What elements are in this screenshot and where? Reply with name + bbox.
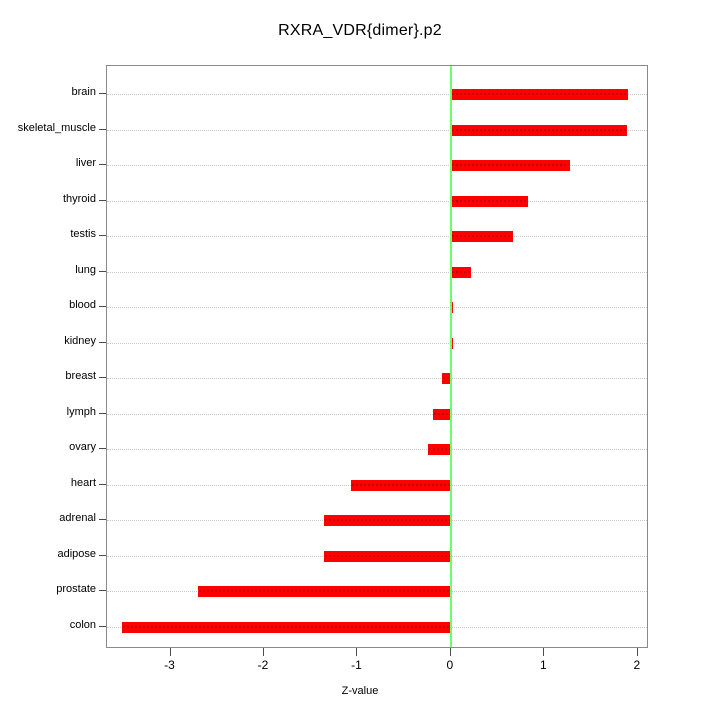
y-tick	[99, 128, 106, 130]
y-axis-label-adipose: adipose	[57, 547, 96, 560]
gridline	[107, 236, 647, 237]
y-tick	[99, 93, 106, 94]
y-axis-label-lymph: lymph	[66, 405, 96, 418]
bar-lymph[interactable]	[433, 408, 451, 420]
y-tick	[99, 199, 106, 201]
x-tick	[169, 648, 171, 656]
gridline	[107, 342, 647, 344]
gridline	[107, 449, 647, 450]
y-tick	[99, 377, 106, 378]
y-tick	[99, 625, 106, 627]
y-tick	[99, 412, 106, 414]
y-tick	[99, 448, 106, 449]
bar-kidney[interactable]	[450, 337, 453, 349]
plot-area	[106, 65, 648, 648]
gridline	[107, 129, 647, 131]
y-tick	[99, 235, 106, 236]
bar-adipose[interactable]	[323, 550, 451, 562]
y-tick	[99, 270, 106, 272]
gridline	[107, 165, 647, 166]
x-axis-tick-label: 0	[446, 658, 454, 672]
bar-lung[interactable]	[450, 266, 472, 278]
x-tick	[356, 648, 358, 656]
y-axis-label-blood: blood	[69, 299, 96, 311]
y-axis-label-prostate: prostate	[56, 583, 96, 595]
bar-blood[interactable]	[450, 302, 453, 313]
y-axis-label-breast: breast	[65, 370, 96, 382]
y-tick	[99, 341, 106, 343]
x-tick	[543, 648, 545, 656]
gridline	[107, 378, 647, 379]
y-axis-label-testis: testis	[70, 228, 96, 240]
y-tick	[99, 306, 106, 307]
bar-liver[interactable]	[450, 160, 570, 171]
y-axis-label-kidney: kidney	[64, 334, 96, 347]
gridline	[107, 94, 647, 95]
y-axis-label-ovary: ovary	[69, 441, 96, 453]
bar-colon[interactable]	[121, 621, 451, 633]
plot-inner	[107, 66, 647, 647]
y-tick	[99, 483, 106, 485]
bar-adrenal[interactable]	[323, 515, 451, 526]
x-axis-tick-label: -1	[351, 658, 362, 672]
y-axis-label-colon: colon	[69, 618, 96, 631]
gridline	[107, 307, 647, 308]
y-axis-label-adrenal: adrenal	[59, 512, 96, 524]
zero-reference-line	[449, 66, 452, 647]
gridline	[107, 271, 647, 273]
gridline	[107, 200, 647, 202]
x-axis-tick-label: -3	[164, 658, 175, 672]
bar-skeletal_muscle[interactable]	[450, 124, 628, 136]
y-tick	[99, 519, 106, 520]
x-tick	[636, 648, 638, 656]
y-tick	[99, 590, 106, 591]
y-axis-label-brain: brain	[71, 86, 96, 98]
x-axis-tick-label: 1	[539, 658, 547, 672]
x-axis-title: Z-value	[341, 685, 379, 697]
y-axis-label-liver: liver	[75, 157, 96, 169]
x-tick	[449, 648, 451, 656]
y-axis-label-lung: lung	[75, 263, 96, 276]
bar-prostate[interactable]	[197, 586, 451, 597]
x-axis-tick-label: 2	[633, 658, 641, 672]
x-tick	[262, 648, 264, 656]
y-axis-label-thyroid: thyroid	[62, 192, 96, 205]
bar-brain[interactable]	[450, 89, 629, 100]
bar-ovary[interactable]	[427, 444, 451, 455]
gridline	[107, 413, 647, 415]
y-axis-label-heart: heart	[70, 476, 96, 489]
bar-breast[interactable]	[442, 373, 451, 384]
y-axis-label-skeletal_muscle: skeletal_muscle	[17, 121, 96, 134]
y-tick	[99, 554, 106, 556]
page-title: RXRA_VDR{dimer}.p2	[278, 22, 442, 39]
bar-testis[interactable]	[450, 231, 514, 242]
bar-heart[interactable]	[350, 479, 451, 491]
bar-thyroid[interactable]	[450, 195, 529, 207]
x-axis-tick-label: -2	[257, 658, 269, 672]
y-tick	[99, 164, 106, 165]
